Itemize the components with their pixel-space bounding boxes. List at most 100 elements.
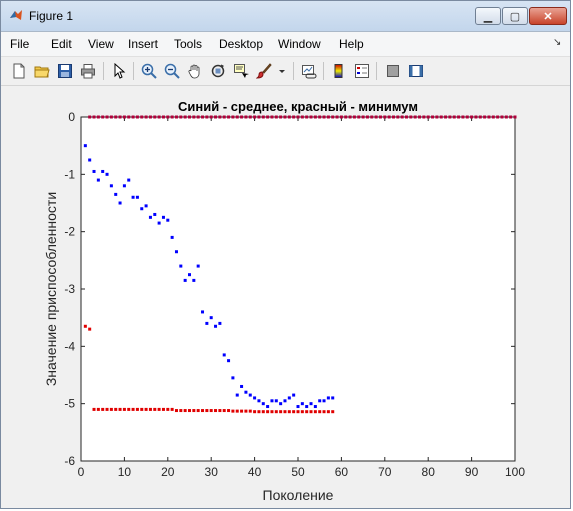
data-point: [122, 115, 126, 119]
data-point: [183, 278, 187, 282]
brush-dropdown-button[interactable]: [277, 61, 287, 81]
axis-ticks: 0 10 20 30 40 50 60 70 80 90 100 0 -1 -2 -3 -4 -5 -6: [64, 110, 525, 479]
menu-window[interactable]: Window: [278, 37, 321, 51]
save-button[interactable]: [55, 61, 75, 81]
data-point: [179, 409, 183, 413]
show-plot-tools-button[interactable]: [406, 61, 426, 81]
zoom-in-icon: [141, 63, 157, 79]
data-point: [131, 195, 135, 199]
close-button[interactable]: ✕: [529, 7, 567, 25]
menu-help[interactable]: Help: [339, 37, 364, 51]
edit-plot-button[interactable]: [109, 61, 129, 81]
data-point: [196, 115, 200, 119]
pan-button[interactable]: [185, 61, 205, 81]
data-point: [114, 192, 118, 196]
data-point: [231, 409, 235, 413]
data-point: [148, 215, 152, 219]
data-point: [309, 115, 313, 119]
data-point: [153, 212, 157, 216]
data-point: [465, 115, 469, 119]
axes-background[interactable]: [80, 116, 516, 462]
dock-arrow-icon[interactable]: ↘: [553, 37, 562, 48]
zoom-out-button[interactable]: [162, 61, 182, 81]
title-bar[interactable]: Figure 1 ▁ ▢ ✕: [1, 1, 570, 32]
x-tick-label: 30: [205, 465, 219, 479]
data-point: [105, 172, 109, 176]
menu-desktop[interactable]: Desktop: [219, 37, 264, 51]
plot-svg: Синий - среднее, красный - минимум Покол…: [43, 99, 525, 503]
print-button[interactable]: [78, 61, 98, 81]
data-point: [118, 115, 122, 119]
data-point: [166, 218, 170, 222]
data-point: [105, 407, 109, 411]
menu-bar: File Edit View Insert Tools Desktop Wind…: [1, 32, 570, 57]
data-point: [179, 115, 183, 119]
data-point: [478, 115, 482, 119]
data-point: [405, 115, 408, 119]
data-point: [422, 115, 426, 119]
data-point: [174, 250, 178, 254]
data-cursor-button[interactable]: [231, 61, 251, 81]
data-point: [196, 264, 200, 268]
data-point: [192, 278, 196, 282]
x-tick-label: 50: [291, 465, 305, 479]
pointer-icon: [114, 63, 126, 79]
data-point: [283, 115, 287, 119]
data-point: [448, 115, 452, 119]
data-point: [352, 115, 356, 119]
data-point: [500, 115, 504, 119]
open-button[interactable]: [32, 61, 52, 81]
data-point: [209, 316, 213, 320]
data-point: [296, 405, 300, 409]
hide-plot-tools-button[interactable]: [383, 61, 403, 81]
zoom-in-button[interactable]: [139, 61, 159, 81]
menu-view[interactable]: View: [88, 37, 114, 51]
data-point: [209, 409, 213, 413]
data-point: [383, 115, 387, 119]
insert-legend-button[interactable]: [352, 61, 372, 81]
rotate-3d-button[interactable]: [208, 61, 228, 81]
x-tick-label: 90: [465, 465, 479, 479]
menu-tools[interactable]: Tools: [174, 37, 203, 51]
data-point: [109, 184, 113, 188]
y-tick-label: -6: [64, 454, 75, 468]
data-point: [279, 115, 283, 119]
new-figure-button[interactable]: [9, 61, 29, 81]
menu-edit[interactable]: Edit: [51, 37, 72, 51]
data-point: [287, 410, 291, 414]
zoom-out-icon: [164, 63, 180, 79]
data-point: [457, 115, 461, 119]
data-point: [452, 115, 456, 119]
data-point: [227, 115, 231, 119]
data-point: [509, 115, 513, 119]
toolbar-separator: [323, 62, 324, 80]
data-point: [122, 184, 126, 188]
link-plot-button[interactable]: [299, 61, 319, 81]
minimize-button[interactable]: ▁: [475, 7, 501, 25]
maximize-button[interactable]: ▢: [502, 7, 528, 25]
menu-insert[interactable]: Insert: [128, 37, 159, 51]
brush-button[interactable]: [254, 61, 274, 81]
data-point: [235, 409, 239, 413]
data-point: [253, 410, 257, 414]
data-point: [266, 405, 270, 409]
insert-colorbar-button[interactable]: [329, 61, 349, 81]
data-point: [174, 115, 178, 119]
data-point: [257, 410, 261, 414]
menu-file[interactable]: File: [10, 37, 30, 51]
data-point: [300, 402, 304, 406]
data-point: [322, 115, 326, 119]
data-point: [205, 115, 209, 119]
data-point: [170, 115, 174, 119]
data-point: [127, 407, 131, 411]
x-tick-label: 40: [248, 465, 262, 479]
link-icon: [302, 65, 317, 79]
data-points: [83, 115, 517, 414]
series-1: [83, 324, 335, 414]
open-icon: [34, 66, 50, 78]
data-point: [192, 115, 196, 119]
data-cursor-icon: [234, 64, 249, 78]
data-point: [318, 410, 322, 414]
x-axis-label: Поколение: [263, 487, 334, 503]
data-point: [483, 115, 487, 119]
